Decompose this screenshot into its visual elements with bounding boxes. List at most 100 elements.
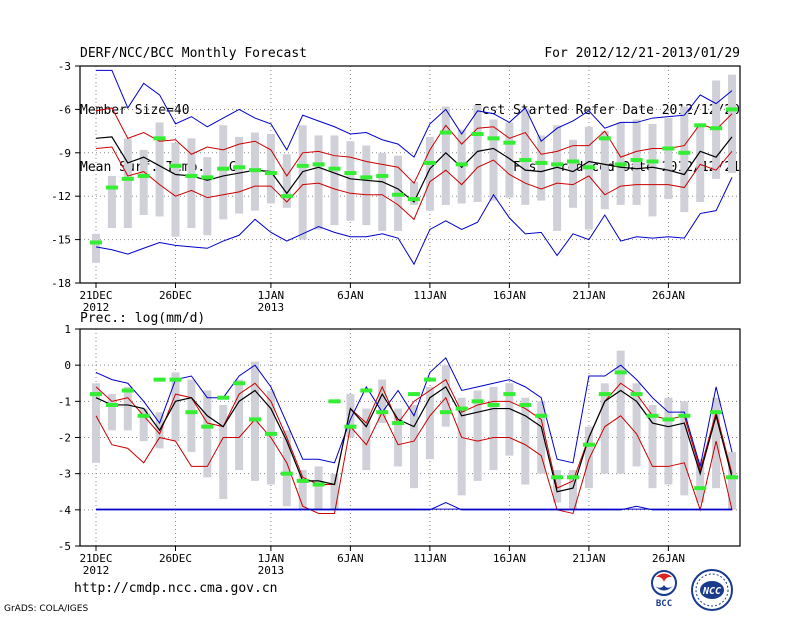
spread-box bbox=[282, 430, 291, 507]
source-url[interactable]: http://cmdp.ncc.cma.gov.cn bbox=[74, 581, 278, 596]
ensemble-marker bbox=[121, 388, 134, 393]
series-line-mean-minus-std bbox=[95, 146, 733, 221]
ensemble-marker bbox=[376, 173, 389, 178]
ytick-label: -6 bbox=[58, 103, 71, 116]
spread-box bbox=[139, 408, 148, 442]
forecast-range: For 2012/12/21-2013/01/29 bbox=[544, 46, 740, 61]
ensemble-marker bbox=[105, 185, 118, 190]
ensemble-marker bbox=[408, 392, 420, 397]
spread-box bbox=[378, 379, 387, 424]
spread-box bbox=[441, 106, 450, 205]
ensemble-marker bbox=[662, 146, 675, 151]
ensemble-marker bbox=[694, 123, 707, 128]
spread-box bbox=[219, 125, 228, 220]
spread-box bbox=[600, 383, 609, 474]
ensemble-marker bbox=[280, 194, 293, 199]
ensemble-marker bbox=[439, 130, 452, 135]
ensemble-marker bbox=[455, 162, 468, 167]
ensemble-marker bbox=[137, 173, 150, 178]
ensemble-marker bbox=[137, 413, 150, 418]
spread-box bbox=[107, 175, 116, 229]
ensemble-marker bbox=[296, 163, 309, 168]
ensemble-marker bbox=[312, 482, 325, 487]
spread-box bbox=[410, 404, 418, 489]
spread-box bbox=[187, 138, 196, 229]
spread-box bbox=[155, 122, 164, 217]
ensemble-marker bbox=[582, 442, 595, 447]
spread-box bbox=[616, 350, 625, 474]
series-line-max bbox=[95, 357, 733, 467]
ensemble-marker bbox=[535, 160, 548, 165]
ytick-label: -2 bbox=[58, 432, 71, 445]
spread-box bbox=[728, 74, 736, 174]
spread-box bbox=[648, 404, 657, 489]
ensemble-marker bbox=[169, 377, 182, 382]
spread-box bbox=[92, 383, 100, 463]
spread-box bbox=[235, 136, 244, 214]
plot-frame bbox=[79, 65, 741, 284]
xtick-label: 11JAN bbox=[413, 289, 446, 302]
spread-box bbox=[235, 379, 244, 471]
ensemble-marker bbox=[614, 370, 627, 375]
spread-box bbox=[680, 106, 689, 213]
spread-box bbox=[298, 470, 307, 510]
xtick-label: 11JAN bbox=[413, 552, 446, 565]
spread-box bbox=[203, 157, 212, 236]
ensemble-marker bbox=[471, 131, 484, 136]
ensemble-marker bbox=[503, 392, 516, 397]
ensemble-marker bbox=[233, 165, 246, 170]
ensemble-marker bbox=[567, 159, 579, 164]
ensemble-marker bbox=[726, 475, 738, 480]
ytick-label: -15 bbox=[51, 234, 71, 247]
spread-box bbox=[394, 408, 403, 467]
spread-box bbox=[521, 397, 530, 485]
ensemble-marker bbox=[630, 392, 643, 397]
series-line-max bbox=[96, 69, 733, 158]
spread-box bbox=[664, 397, 673, 485]
spread-box bbox=[123, 386, 132, 431]
spread-box bbox=[330, 135, 339, 226]
ensemble-marker bbox=[519, 402, 532, 407]
ensemble-marker bbox=[614, 162, 627, 167]
spread-box bbox=[632, 383, 641, 467]
ensemble-marker bbox=[201, 424, 214, 429]
ensemble-marker bbox=[471, 399, 484, 404]
spread-box bbox=[171, 372, 180, 442]
spread-box bbox=[632, 119, 641, 205]
spread-box bbox=[569, 139, 577, 208]
spread-box bbox=[219, 404, 228, 499]
bcc-logo-text: BCC bbox=[656, 599, 672, 608]
spread-box bbox=[266, 133, 275, 204]
ensemble-marker bbox=[582, 165, 595, 170]
xtick-label: 26JAN bbox=[652, 552, 685, 565]
ensemble-marker bbox=[678, 413, 691, 418]
spread-box bbox=[505, 122, 514, 198]
ensemble-marker bbox=[249, 417, 261, 422]
ensemble-marker bbox=[185, 173, 198, 178]
ensemble-marker bbox=[376, 410, 389, 415]
spread-box bbox=[282, 154, 291, 208]
ytick-label: 0 bbox=[64, 359, 71, 372]
spread-box bbox=[537, 401, 546, 474]
ensemble-marker bbox=[439, 410, 452, 415]
spread-box bbox=[330, 473, 339, 510]
ensemble-marker bbox=[392, 421, 405, 426]
ensemble-marker bbox=[360, 388, 373, 393]
ensemble-marker bbox=[312, 162, 325, 167]
ytick-label: -3 bbox=[58, 60, 71, 73]
xtick-year-label: 2013 bbox=[258, 301, 285, 314]
ensemble-marker bbox=[487, 402, 500, 407]
precip-panel-title: Prec.: log(mm/d) bbox=[80, 311, 205, 326]
spread-box bbox=[139, 149, 148, 216]
spread-box bbox=[696, 459, 705, 503]
spread-box bbox=[314, 466, 323, 510]
spread-box bbox=[584, 126, 593, 230]
ensemble-marker bbox=[567, 475, 579, 480]
spread-box bbox=[441, 365, 450, 427]
grads-credit: GrADS: COLA/IGES bbox=[4, 604, 89, 614]
spread-box bbox=[473, 105, 482, 202]
ensemble-marker bbox=[90, 392, 102, 397]
spread-box bbox=[648, 123, 657, 217]
ensemble-marker bbox=[344, 424, 357, 429]
